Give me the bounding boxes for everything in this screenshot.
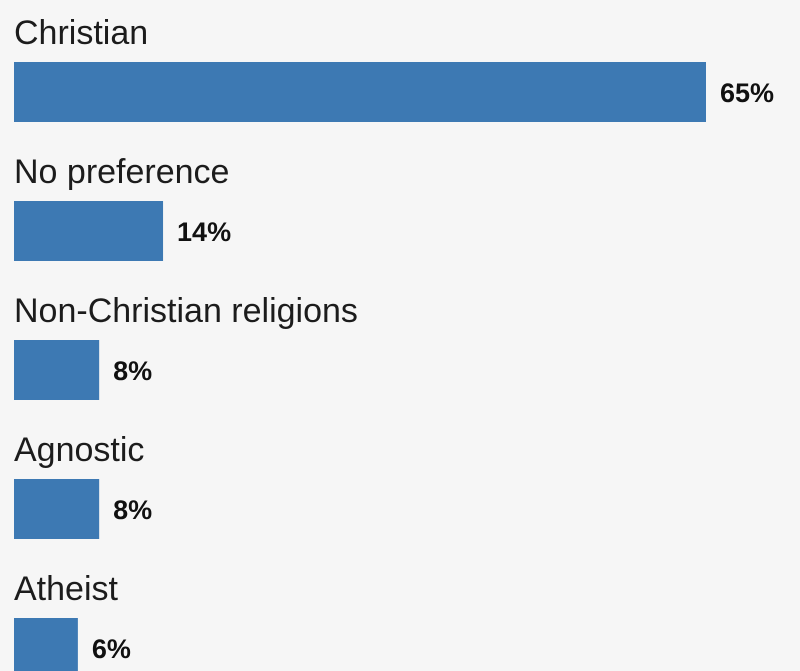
bar-no-preference: [14, 201, 164, 261]
bar-christian: [14, 62, 706, 122]
value-label-non-christian-religions: 8%: [113, 356, 152, 386]
category-label-atheist: Atheist: [14, 570, 118, 608]
bar-agnostic: [14, 479, 100, 539]
value-label-no-preference: 14%: [177, 217, 231, 247]
category-label-agnostic: Agnostic: [14, 431, 144, 469]
value-label-agnostic: 8%: [113, 495, 152, 525]
value-label-atheist: 6%: [92, 634, 131, 664]
value-label-christian: 65%: [720, 78, 774, 108]
bar-atheist: [14, 618, 78, 671]
category-label-christian: Christian: [14, 14, 148, 52]
bar-non-christian-religions: [14, 340, 100, 400]
category-label-no-preference: No preference: [14, 153, 229, 191]
category-label-non-christian-religions: Non-Christian religions: [14, 292, 358, 330]
